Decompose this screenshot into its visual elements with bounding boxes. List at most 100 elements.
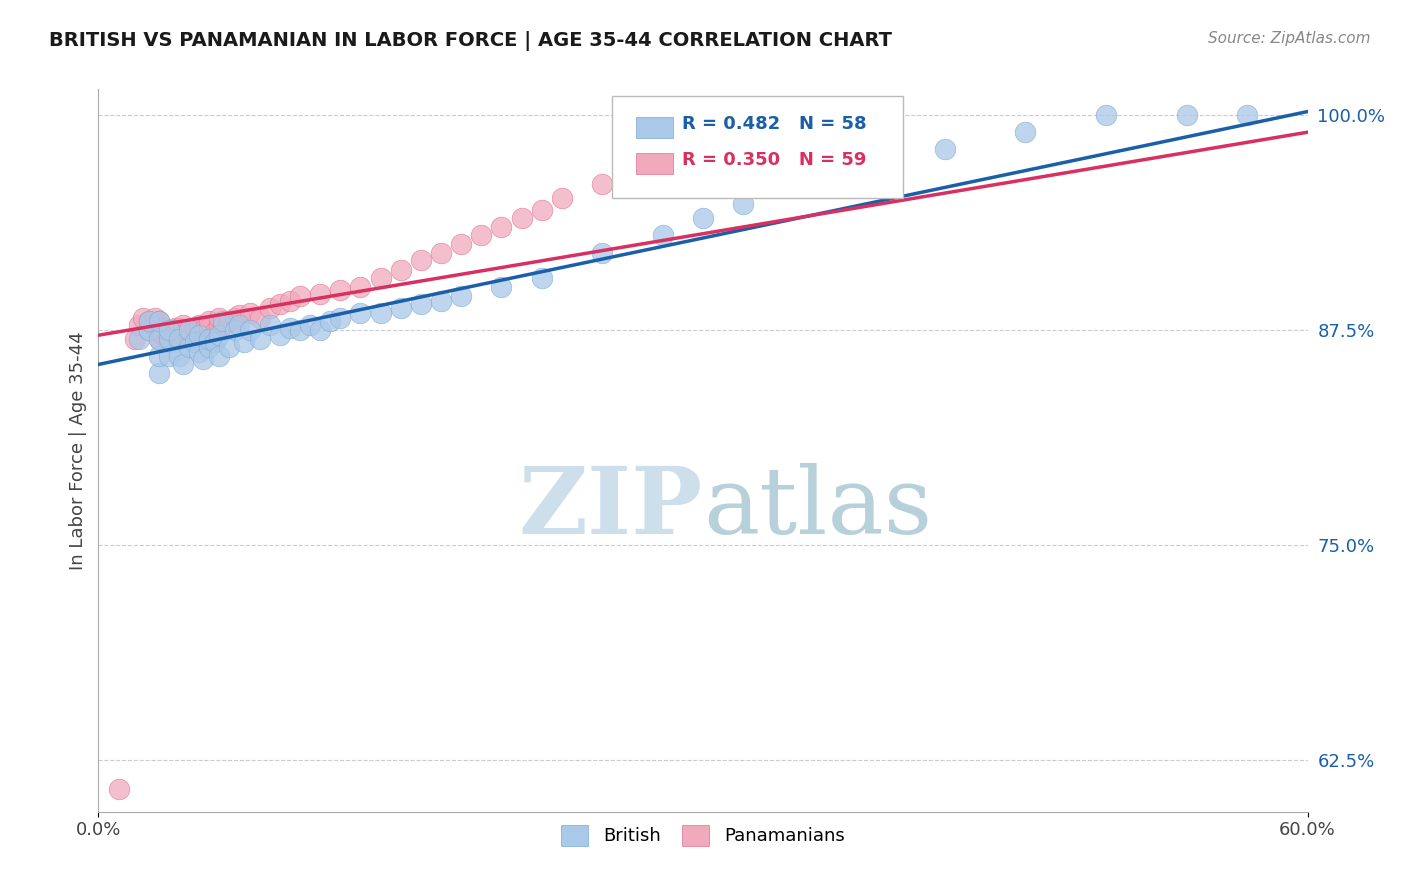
Point bbox=[208, 318, 231, 332]
Point bbox=[389, 301, 412, 315]
Point bbox=[224, 310, 246, 325]
Point bbox=[198, 314, 221, 328]
Point bbox=[232, 334, 254, 349]
Point bbox=[163, 332, 186, 346]
Point bbox=[157, 325, 180, 339]
Point bbox=[1014, 125, 1036, 139]
Point bbox=[651, 228, 673, 243]
Point bbox=[157, 323, 180, 337]
Point bbox=[218, 340, 240, 354]
Point bbox=[107, 782, 129, 797]
Point bbox=[288, 323, 311, 337]
Point bbox=[349, 306, 371, 320]
Point bbox=[299, 318, 322, 332]
Point bbox=[163, 321, 186, 335]
Point bbox=[167, 332, 190, 346]
Point bbox=[138, 323, 160, 337]
Point bbox=[157, 349, 180, 363]
Point bbox=[450, 237, 472, 252]
Point bbox=[278, 321, 301, 335]
Point bbox=[530, 271, 553, 285]
Text: R = 0.350   N = 59: R = 0.350 N = 59 bbox=[682, 151, 868, 169]
Point bbox=[228, 308, 250, 322]
Point bbox=[188, 345, 211, 359]
Point bbox=[249, 332, 271, 346]
Y-axis label: In Labor Force | Age 35-44: In Labor Force | Age 35-44 bbox=[69, 331, 87, 570]
Point bbox=[288, 288, 311, 302]
Point bbox=[212, 314, 235, 328]
Point bbox=[591, 245, 613, 260]
Point bbox=[329, 310, 352, 325]
Point bbox=[692, 211, 714, 226]
Point bbox=[591, 177, 613, 191]
Point bbox=[1095, 108, 1118, 122]
Point bbox=[259, 301, 281, 315]
Text: atlas: atlas bbox=[703, 463, 932, 553]
Point bbox=[179, 323, 201, 337]
Point bbox=[198, 332, 221, 346]
Point bbox=[853, 108, 876, 122]
Point bbox=[1175, 108, 1198, 122]
Point bbox=[409, 297, 432, 311]
Point bbox=[138, 314, 160, 328]
Point bbox=[934, 142, 956, 156]
Point bbox=[259, 318, 281, 332]
Point bbox=[179, 340, 201, 354]
Point bbox=[692, 142, 714, 156]
Point bbox=[138, 314, 160, 328]
Point bbox=[491, 280, 513, 294]
Point bbox=[208, 349, 231, 363]
Point bbox=[470, 228, 492, 243]
Point bbox=[188, 332, 211, 346]
Text: Source: ZipAtlas.com: Source: ZipAtlas.com bbox=[1208, 31, 1371, 46]
Point bbox=[204, 334, 226, 349]
Point bbox=[124, 332, 146, 346]
Point bbox=[172, 358, 194, 372]
Point bbox=[179, 323, 201, 337]
Point bbox=[793, 177, 815, 191]
Point bbox=[143, 310, 166, 325]
Point bbox=[309, 323, 332, 337]
Point bbox=[249, 310, 271, 325]
Point bbox=[239, 306, 262, 320]
Point bbox=[148, 314, 170, 328]
Point bbox=[167, 332, 190, 346]
Point bbox=[188, 318, 211, 332]
Point bbox=[278, 293, 301, 308]
Point bbox=[143, 318, 166, 332]
Point bbox=[128, 332, 150, 346]
Point bbox=[491, 219, 513, 234]
Point bbox=[193, 323, 215, 337]
Point bbox=[430, 245, 453, 260]
Point bbox=[167, 349, 190, 363]
Point bbox=[269, 297, 291, 311]
Point bbox=[128, 318, 150, 332]
Point bbox=[389, 262, 412, 277]
Point bbox=[1236, 108, 1258, 122]
Point bbox=[370, 271, 392, 285]
Point bbox=[772, 121, 794, 136]
Point bbox=[409, 252, 432, 267]
Point bbox=[319, 314, 342, 328]
Point bbox=[430, 293, 453, 308]
Point bbox=[329, 284, 352, 298]
Point bbox=[218, 314, 240, 328]
Point bbox=[172, 318, 194, 332]
Point bbox=[510, 211, 533, 226]
Point bbox=[148, 332, 170, 346]
Point bbox=[152, 328, 174, 343]
Point bbox=[152, 321, 174, 335]
Point bbox=[157, 332, 180, 346]
Point bbox=[167, 321, 190, 335]
Point bbox=[450, 288, 472, 302]
Text: BRITISH VS PANAMANIAN IN LABOR FORCE | AGE 35-44 CORRELATION CHART: BRITISH VS PANAMANIAN IN LABOR FORCE | A… bbox=[49, 31, 893, 51]
Point bbox=[224, 323, 246, 337]
Point bbox=[212, 318, 235, 332]
Point bbox=[184, 334, 207, 349]
Point bbox=[172, 328, 194, 343]
Text: ZIP: ZIP bbox=[519, 463, 703, 553]
Point bbox=[530, 202, 553, 217]
Point bbox=[148, 314, 170, 328]
Point bbox=[148, 323, 170, 337]
FancyBboxPatch shape bbox=[637, 153, 672, 175]
